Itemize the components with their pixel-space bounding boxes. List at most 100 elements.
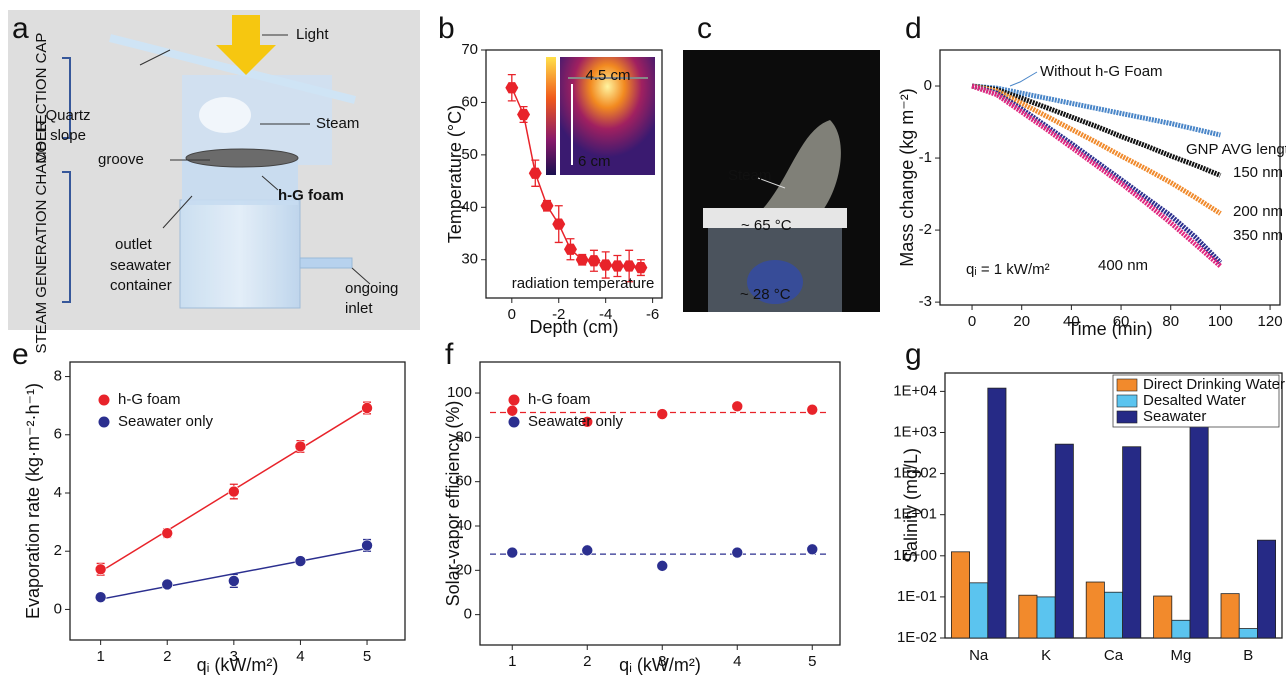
panel-letter: d bbox=[905, 12, 922, 45]
marker bbox=[294, 555, 307, 567]
diagram-label: COLLECTION CAP bbox=[33, 33, 50, 164]
legend-label: h-G foam bbox=[528, 391, 591, 408]
series-label: Without h-G Foam bbox=[1040, 63, 1163, 80]
inlet-pipe bbox=[299, 257, 353, 269]
x-tick-label: 3 bbox=[658, 653, 666, 670]
y-tick-label: 80 bbox=[455, 428, 472, 445]
bar bbox=[969, 582, 989, 639]
marker bbox=[528, 167, 542, 179]
y-tick-label: 100 bbox=[447, 384, 472, 401]
y-axis-label: Temperature (°C) bbox=[445, 105, 465, 243]
y-axis-label: Evaporation rate (kg·m⁻²·h⁻¹) bbox=[23, 383, 43, 619]
y-tick-label: 1E+02 bbox=[893, 465, 937, 482]
panel-letter: b bbox=[438, 12, 455, 45]
diagram-label: seawater container bbox=[110, 257, 172, 294]
legend-box bbox=[1112, 374, 1280, 428]
pointer bbox=[351, 267, 371, 285]
x-axis-label: qᵢ (kW/m²) bbox=[197, 655, 279, 675]
marker bbox=[563, 243, 577, 255]
marker bbox=[517, 108, 531, 121]
y-tick-label: 2 bbox=[54, 542, 62, 559]
legend-swatch bbox=[1116, 378, 1138, 392]
x-tick-label: 80 bbox=[1162, 313, 1179, 330]
bar bbox=[1256, 539, 1276, 639]
y-tick-label: 1E+03 bbox=[893, 423, 937, 440]
marker bbox=[656, 560, 669, 572]
x-tick-label: 0 bbox=[508, 306, 516, 323]
x-tick-label: -2 bbox=[552, 306, 565, 323]
x-axis-label: Depth (cm) bbox=[529, 317, 618, 337]
panel-letter: a bbox=[12, 12, 29, 45]
bar bbox=[1054, 443, 1074, 639]
x-tick-label: Mg bbox=[1170, 647, 1191, 664]
annotation: qᵢ = 1 kW/m² bbox=[966, 261, 1050, 278]
legend-label: h-G foam bbox=[118, 391, 181, 408]
steam-plume bbox=[760, 120, 841, 214]
series-line bbox=[971, 83, 1223, 268]
legend-label: Seawater only bbox=[528, 413, 624, 430]
marker bbox=[540, 200, 554, 212]
y-tick-label: 6 bbox=[54, 426, 62, 443]
colorbar bbox=[546, 57, 556, 175]
annotation: GNP AVG length bbox=[1186, 141, 1286, 158]
x-tick-label: 3 bbox=[230, 648, 238, 665]
y-tick-label: 1E-01 bbox=[897, 588, 937, 605]
y-axis-label: Mass change (kg m⁻²) bbox=[897, 88, 917, 267]
x-axis-label: qᵢ (kW/m²) bbox=[619, 655, 701, 675]
bar bbox=[1085, 581, 1105, 639]
x-tick-label: 4 bbox=[733, 653, 741, 670]
x-tick-label: 2 bbox=[583, 653, 591, 670]
photo-label: ~ 65 °C bbox=[741, 217, 792, 234]
y-tick-label: -3 bbox=[919, 293, 932, 310]
series-label: 400 nm bbox=[1098, 257, 1148, 274]
marker bbox=[581, 416, 594, 428]
series-label: 350 nm bbox=[1233, 227, 1283, 244]
marker bbox=[587, 255, 601, 267]
pointer bbox=[261, 175, 279, 191]
diagram-label: groove bbox=[98, 151, 144, 168]
marker bbox=[552, 218, 566, 230]
panel-letter: f bbox=[445, 338, 454, 371]
diagram-label: Light bbox=[296, 26, 329, 43]
marker bbox=[361, 402, 373, 414]
quartz-slope bbox=[109, 34, 356, 104]
y-tick-label: 8 bbox=[54, 368, 62, 385]
marker bbox=[656, 408, 669, 420]
inset-label: 4.5 cm bbox=[585, 67, 630, 84]
x-tick-label: 5 bbox=[363, 648, 371, 665]
marker bbox=[506, 404, 519, 417]
y-tick-label: 70 bbox=[461, 41, 478, 58]
x-tick-label: 40 bbox=[1063, 313, 1080, 330]
bar bbox=[1220, 593, 1240, 639]
marker bbox=[610, 260, 624, 272]
y-tick-label: 40 bbox=[455, 517, 472, 534]
x-tick-label: K bbox=[1041, 647, 1051, 664]
x-tick-label: 4 bbox=[296, 648, 304, 665]
cool-region bbox=[747, 260, 803, 304]
marker bbox=[622, 260, 636, 272]
legend-swatch bbox=[1116, 394, 1138, 408]
series-line bbox=[971, 83, 1222, 216]
foam bbox=[185, 148, 299, 168]
plot-frame bbox=[939, 49, 1281, 306]
panel-letter: c bbox=[697, 12, 712, 45]
plot-frame bbox=[485, 49, 663, 299]
diagram-label: outlet bbox=[115, 236, 153, 253]
marker bbox=[731, 400, 744, 413]
marker bbox=[599, 259, 613, 271]
pointer bbox=[162, 195, 193, 229]
panel-a bbox=[8, 10, 420, 330]
series-line bbox=[971, 83, 1222, 178]
plot-frame bbox=[69, 361, 406, 641]
diagram-label: STEAM GENERATION CHAMBER bbox=[33, 120, 50, 353]
marker bbox=[806, 543, 819, 556]
marker bbox=[634, 261, 648, 274]
bar bbox=[951, 551, 971, 639]
panel-letter: g bbox=[905, 338, 922, 371]
legend-swatch bbox=[1116, 410, 1138, 424]
x-tick-label: 0 bbox=[968, 313, 976, 330]
plot-frame bbox=[479, 361, 841, 646]
legend-label: Seawater bbox=[1143, 408, 1206, 425]
y-tick-label: 4 bbox=[54, 484, 62, 501]
